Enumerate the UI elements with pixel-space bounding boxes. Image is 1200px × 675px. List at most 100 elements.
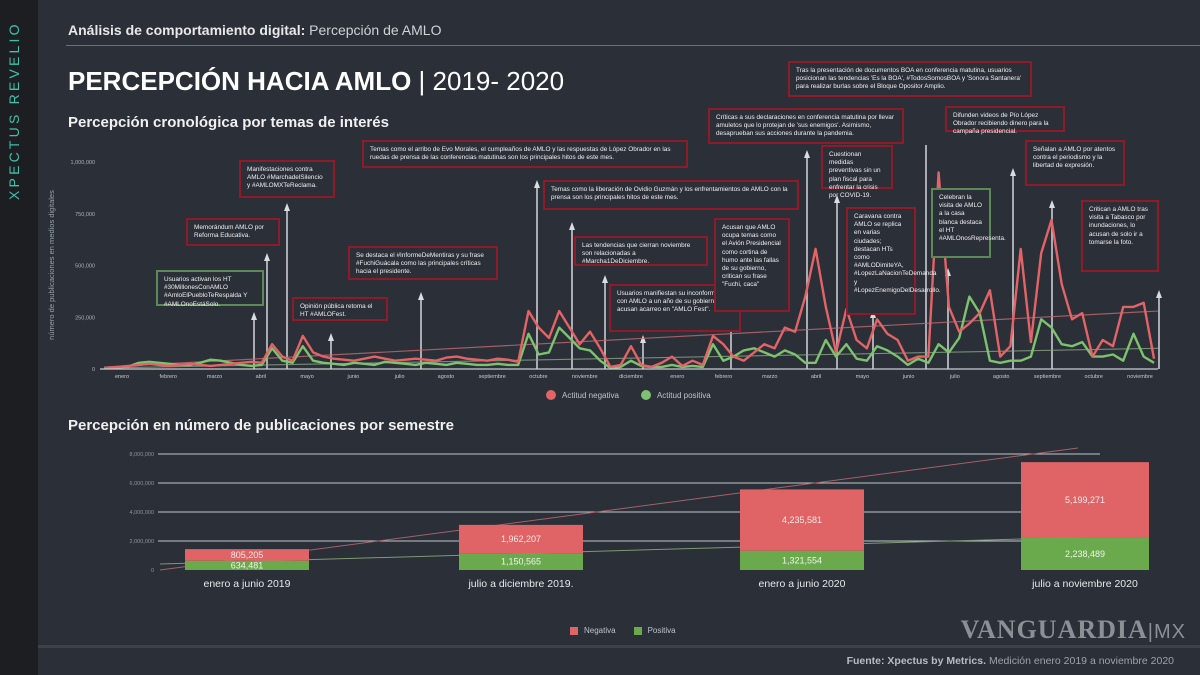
logo-main: VANGUARDIA [960, 615, 1148, 644]
annotation-box: Se destaca el #InformeDeMentiras y su fr… [348, 246, 498, 280]
x-tick: febrero [160, 374, 177, 380]
annotation-box: Temas como el arribo de Evo Morales, el … [362, 140, 688, 168]
category-label: enero a junio 2019 [204, 578, 291, 590]
x-tick: diciembre [619, 374, 643, 380]
annotation-box: Usuarios activan los HT #30MillonesConAM… [156, 270, 264, 308]
x-tick: mayo [856, 374, 869, 380]
legend-positive-dot [640, 390, 651, 400]
x-tick: marzo [207, 374, 222, 380]
bar-positive-label: 2,238,489 [1065, 549, 1105, 559]
logo-suffix: |MX [1147, 621, 1186, 643]
x-tick: julio [949, 374, 960, 380]
y-tick: 4,000,000 [130, 510, 154, 516]
annotation-box: Manifestaciones contra AMLO #MarchadelSi… [239, 160, 335, 198]
trend-negative [159, 447, 1079, 571]
y-tick: 6,000,000 [130, 481, 154, 487]
section1-title: Percepción cronológica por temas de inte… [68, 114, 389, 131]
arrow-up-icon [264, 253, 270, 261]
footer-divider [38, 645, 1200, 648]
y-tick: 500,000 [75, 264, 95, 270]
annotation-box: Memorándum AMLO por Reforma Educativa. [186, 218, 280, 246]
x-tick: noviembre [1127, 374, 1153, 380]
arrow-up-icon [1049, 200, 1055, 208]
arrow-up-icon [251, 312, 257, 320]
brand-label: XPECTUS REVELIO [6, 21, 22, 200]
arrow-up-icon [602, 275, 608, 283]
legend-negative-dot [546, 390, 556, 400]
bar-negative-label: 5,199,271 [1065, 495, 1105, 505]
x-tick: junio [902, 374, 915, 380]
y-tick: 750,000 [75, 212, 95, 218]
bar-positive-label: 634,481 [231, 560, 264, 570]
arrow-up-icon [640, 335, 646, 343]
bar-positive-label: 1,321,554 [782, 555, 822, 565]
legend-negativa-swatch [570, 626, 578, 635]
legend-negative-label: Actitud negativa [562, 390, 619, 400]
legend-negativa-label: Negativa [584, 626, 616, 635]
x-tick: enero [670, 374, 684, 380]
arrow-up-icon [834, 195, 840, 203]
arrow-up-icon [804, 150, 810, 158]
series-negative [107, 171, 1156, 370]
x-tick: mayo [300, 374, 313, 380]
annotation-box: Señalan a AMLO por atentos contra el per… [1025, 140, 1125, 186]
annotation-box: Críticas a sus declaraciones en conferen… [708, 108, 904, 144]
bar-positive [740, 550, 864, 570]
y-tick: 8,000,000 [130, 452, 154, 458]
y-tick: 1,000,000 [71, 160, 95, 166]
x-tick: abril [811, 374, 821, 380]
bar-negative [185, 549, 309, 561]
bar-positive-label: 1,150,565 [501, 557, 541, 567]
page-title-years: | 2019- 2020 [418, 66, 565, 96]
bar-negative-label: 1,962,207 [501, 534, 541, 544]
annotation-box: Opinión pública retoma el HT #AMLOFest. [292, 297, 388, 321]
bar-negative [1021, 462, 1149, 538]
arrow-up-icon [569, 222, 575, 230]
sidebar: XPECTUS REVELIO [0, 0, 38, 675]
y-tick: 0 [151, 568, 154, 574]
bar-negative-label: 805,205 [231, 550, 264, 560]
x-tick: noviembre [572, 374, 598, 380]
annotation-box: Difunden videos de Pío López Obrador rec… [945, 106, 1065, 135]
x-tick: agosto [993, 374, 1010, 380]
category-label: enero a junio 2020 [759, 578, 846, 590]
annotation-box: Caravana contra AMLO se replica en varia… [846, 207, 941, 315]
category-label: julio a diciembre 2019. [467, 578, 573, 590]
x-tick: marzo [762, 374, 777, 380]
x-tick: agosto [438, 374, 455, 380]
bar-negative [459, 524, 583, 554]
y-tick: 2,000,000 [130, 539, 154, 545]
trend-positive [159, 536, 1101, 565]
arrow-up-icon [328, 333, 334, 341]
x-tick: junio [347, 374, 360, 380]
bar-legend: Negativa Positiva [570, 626, 676, 635]
x-tick: septiembre [479, 374, 506, 380]
source-note: Fuente: Xpectus by Metrics. Medición ene… [847, 655, 1174, 667]
main-panel: Análisis de comportamiento digital: Perc… [38, 0, 1200, 675]
page-title-bold: PERCEPCIÓN HACIA AMLO [68, 66, 412, 96]
header-divider [66, 45, 1200, 46]
arrow-up-icon [284, 203, 290, 211]
line-legend: Actitud negativa Actitud positiva [546, 390, 711, 400]
annotation-box: Las tendencias que cierran noviembre son… [574, 236, 708, 266]
x-tick: octubre [529, 374, 547, 380]
annotation-box: Cuestionan medidas preventivas sin un pl… [821, 145, 893, 199]
category-label: julio a noviembre 2020 [1031, 578, 1138, 590]
source-light: Medición enero 2019 a noviembre 2020 [988, 655, 1174, 667]
page-title: PERCEPCIÓN HACIA AMLO | 2019- 2020 [68, 66, 564, 97]
annotation-box: Temas como la liberación de Ovidio Guzmá… [543, 180, 799, 210]
x-tick: abril [256, 374, 266, 380]
breadcrumb-light: Percepción de AMLO [309, 22, 442, 38]
bar-positive [1021, 537, 1149, 570]
legend-positiva-swatch [633, 626, 642, 635]
legend-positiva-label: Positiva [647, 626, 676, 635]
trend-positive [103, 347, 1159, 369]
x-tick: septiembre [1034, 374, 1061, 380]
arrow-up-icon [418, 292, 424, 300]
bar-negative-label: 4,235,581 [782, 515, 822, 525]
y-tick: 250,000 [75, 315, 95, 321]
y-tick: 0 [92, 367, 95, 373]
annotation-box: Tras la presentación de documentos BOA e… [788, 61, 1032, 97]
y-axis-label: número de publicaciones en medios digita… [47, 190, 56, 340]
breadcrumb: Análisis de comportamiento digital: Perc… [68, 22, 1200, 44]
